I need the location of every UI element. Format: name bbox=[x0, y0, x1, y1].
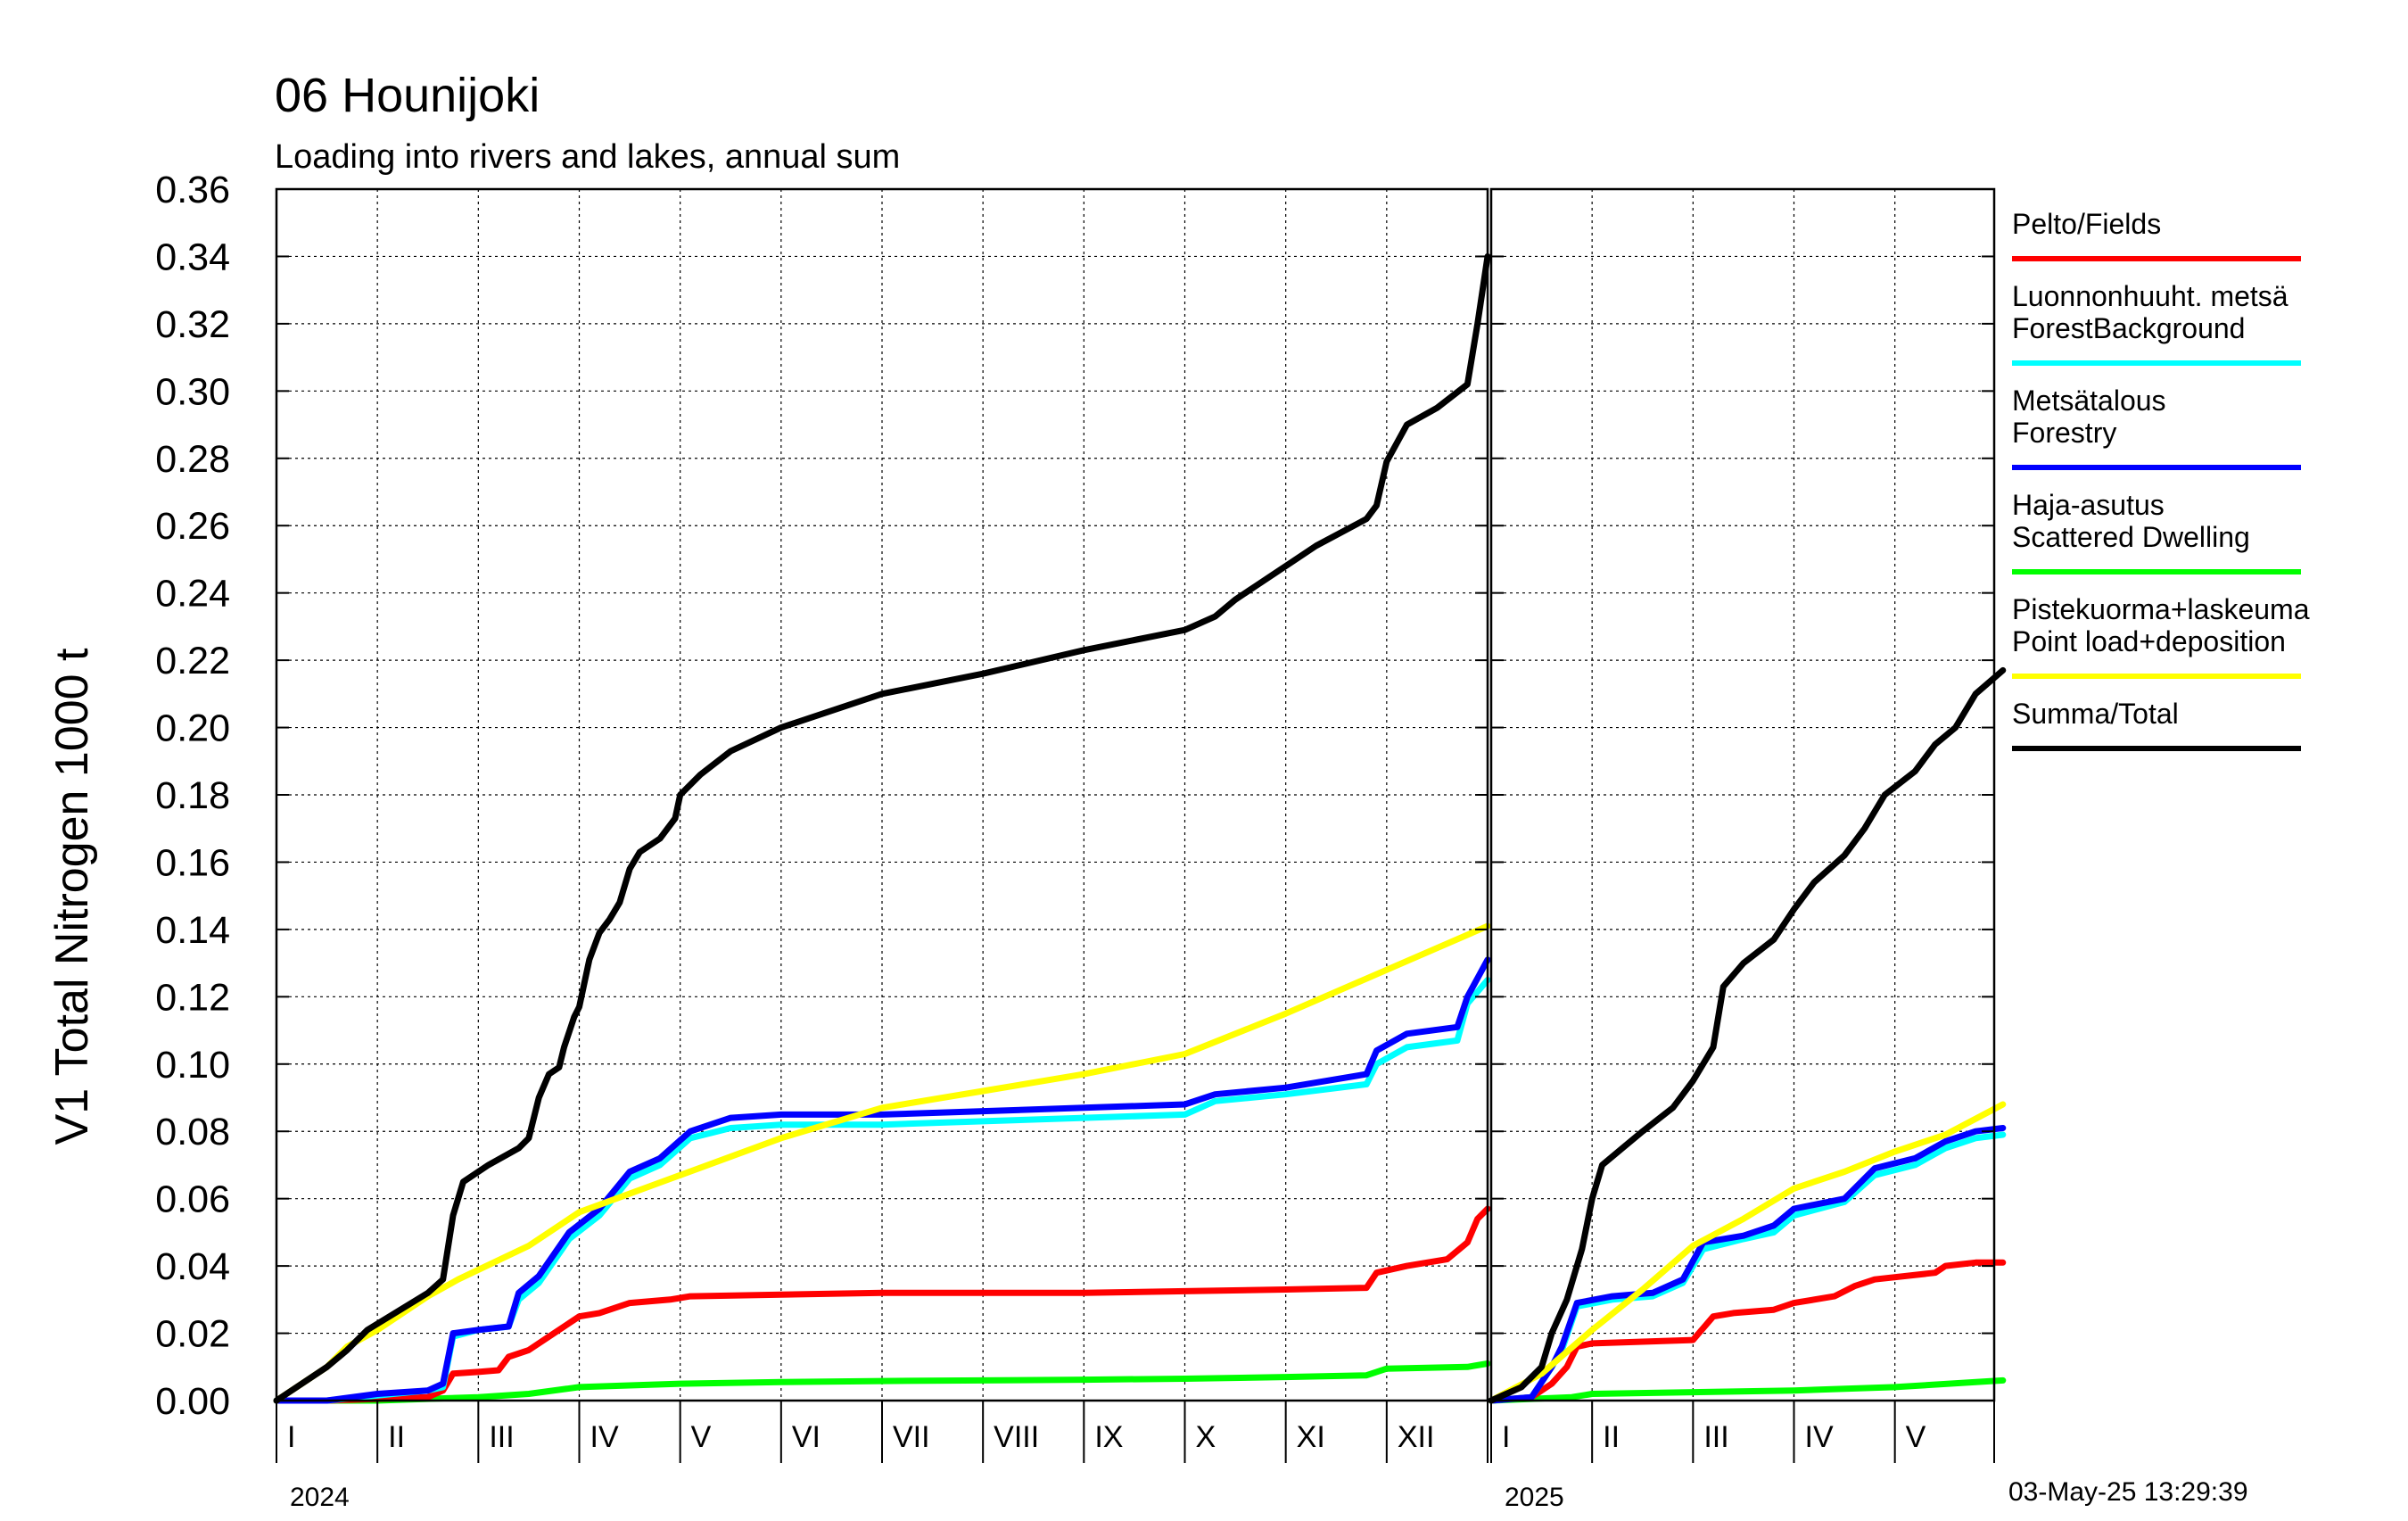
y-tick-label: 0.18 bbox=[155, 774, 230, 817]
month-label: VII bbox=[893, 1420, 930, 1454]
month-label: II bbox=[1603, 1420, 1620, 1454]
series-line bbox=[1488, 1125, 2007, 1404]
y-tick-label: 0.10 bbox=[155, 1044, 230, 1087]
legend: Pelto/Fields Luonnonhuuht. metsäForestBac… bbox=[2012, 208, 2310, 751]
series-line bbox=[273, 1205, 1491, 1404]
month-label: II bbox=[388, 1420, 405, 1454]
month-label: I bbox=[1502, 1420, 1510, 1454]
y-axis-label: V1 Total Nitrogen 1000 t bbox=[46, 648, 98, 1145]
year-label: 2024 bbox=[290, 1483, 350, 1512]
month-label: VIII bbox=[994, 1420, 1039, 1454]
y-tick-label: 0.02 bbox=[155, 1313, 230, 1356]
series-line bbox=[273, 922, 1491, 1404]
legend-label: Summa/Total bbox=[2012, 698, 2179, 730]
y-tick-label: 0.12 bbox=[155, 976, 230, 1019]
y-tick-label: 0.32 bbox=[155, 303, 230, 346]
y-tick-label: 0.06 bbox=[155, 1178, 230, 1221]
month-label: X bbox=[1196, 1420, 1216, 1454]
legend-label: Pelto/Fields bbox=[2012, 208, 2161, 240]
legend-label: ForestBackground bbox=[2012, 312, 2245, 344]
chart-title: 06 Hounijoki bbox=[275, 69, 540, 122]
y-tick-label: 0.16 bbox=[155, 841, 230, 884]
legend-label: Scattered Dwelling bbox=[2012, 521, 2250, 553]
y-tick-label: 0.30 bbox=[155, 370, 230, 413]
y-tick-label: 0.04 bbox=[155, 1245, 230, 1288]
series-line bbox=[1488, 666, 2007, 1404]
month-label: XI bbox=[1297, 1420, 1325, 1454]
legend-label: Luonnonhuuht. metsä bbox=[2012, 280, 2288, 312]
y-tick-label: 0.14 bbox=[155, 909, 230, 952]
series-line bbox=[1488, 1259, 2007, 1404]
month-label: IV bbox=[590, 1420, 619, 1454]
timestamp: 03-May-25 13:29:39 bbox=[2008, 1477, 2248, 1507]
y-tick-label: 0.08 bbox=[155, 1111, 230, 1153]
chart-subtitle: Loading into rivers and lakes, annual su… bbox=[275, 138, 900, 176]
legend-label: Point load+deposition bbox=[2012, 625, 2286, 657]
month-label: III bbox=[489, 1420, 514, 1454]
month-label: IV bbox=[1805, 1420, 1834, 1454]
year-label: 2025 bbox=[1505, 1483, 1564, 1512]
month-label: III bbox=[1703, 1420, 1728, 1454]
month-label: XII bbox=[1398, 1420, 1435, 1454]
y-tick-label: 0.26 bbox=[155, 505, 230, 548]
series-line bbox=[273, 956, 1491, 1404]
legend-label: Metsätalous bbox=[2012, 384, 2166, 417]
legend-label: Haja-asutus bbox=[2012, 489, 2165, 521]
month-label: I bbox=[287, 1420, 295, 1454]
y-tick-label: 0.20 bbox=[155, 707, 230, 750]
series-line bbox=[273, 1360, 1491, 1404]
month-label: VI bbox=[792, 1420, 821, 1454]
legend-label: Pistekuorma+laskeuma bbox=[2012, 593, 2310, 625]
y-tick-label: 0.36 bbox=[155, 169, 230, 211]
series-line bbox=[1488, 1376, 2007, 1404]
y-tick-label: 0.00 bbox=[155, 1380, 230, 1423]
y-tick-label: 0.24 bbox=[155, 573, 230, 616]
month-label: V bbox=[1906, 1420, 1926, 1454]
month-label: V bbox=[691, 1420, 712, 1454]
series-line bbox=[1488, 1101, 2007, 1404]
legend-label: Forestry bbox=[2012, 417, 2116, 449]
grid-lines bbox=[276, 188, 1994, 1401]
series-line bbox=[273, 252, 1491, 1404]
y-tick-label: 0.22 bbox=[155, 640, 230, 682]
axes: 0.00 0.02 0.04 0.06 0.08 0.10 0.12 0.14 0.16 0.18… bbox=[155, 169, 1995, 1512]
data-series bbox=[273, 252, 2007, 1404]
y-tick-label: 0.28 bbox=[155, 438, 230, 481]
y-tick-label: 0.34 bbox=[155, 236, 230, 278]
month-label: IX bbox=[1094, 1420, 1123, 1454]
